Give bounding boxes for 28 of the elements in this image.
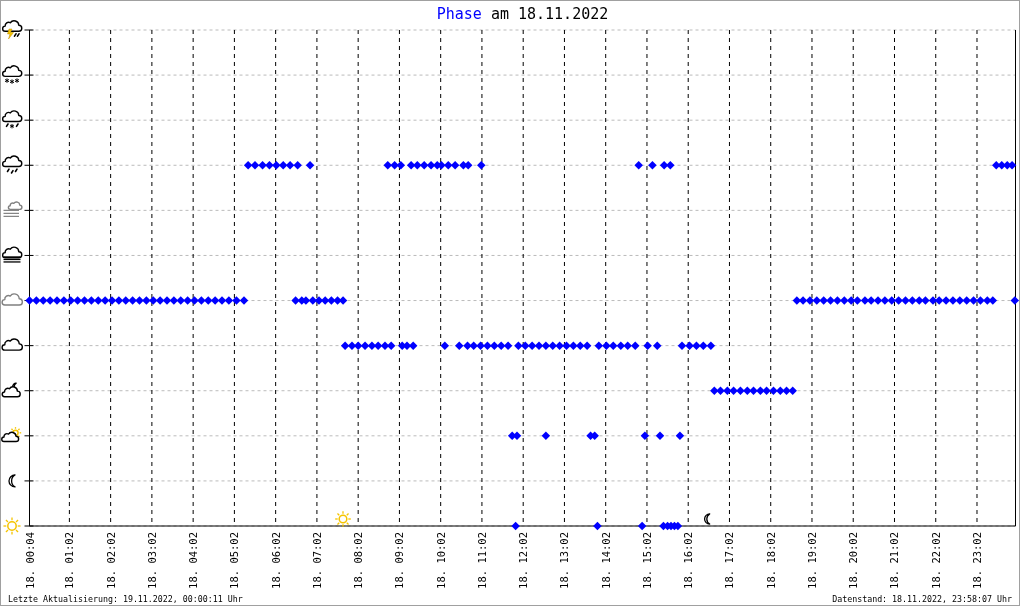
x-tick-label: 18. 04:02 <box>187 532 200 589</box>
x-tick-label: 18. 19:02 <box>805 532 818 589</box>
x-tick-label: 18. 22:02 <box>929 532 942 589</box>
x-tick-label: 18. 07:02 <box>310 532 323 589</box>
x-tick-label: 18. 02:02 <box>104 532 117 589</box>
x-tick-label: 18. 00:04 <box>23 532 36 589</box>
x-tick-label: 18. 15:02 <box>640 532 653 589</box>
x-tick-label: 18. 06:02 <box>269 532 282 589</box>
x-tick-label: 18. 08:02 <box>352 532 365 589</box>
x-tick-label: 18. 09:02 <box>393 532 406 589</box>
text: Letzte Aktualisierung: 19.11.2022, 00:00:11 Uhr <box>8 594 243 604</box>
x-tick-label: 18. 03:02 <box>145 532 158 589</box>
x-tick-label: 18. 17:02 <box>723 532 736 589</box>
x-tick-label: 18. 10:02 <box>434 532 447 589</box>
x-tick-label: 18. 01:02 <box>63 532 76 589</box>
x-tick-label: 18. 16:02 <box>682 532 695 589</box>
x-tick-label: 18. 23:02 <box>971 532 983 589</box>
text: Phase <box>436 5 482 23</box>
x-tick-label: 18. 18:02 <box>764 532 777 589</box>
x-tick-label: 18. 12:02 <box>517 532 530 589</box>
x-tick-label: 18. 05:02 <box>228 532 241 589</box>
x-tick-label: 18. 14:02 <box>599 532 612 589</box>
x-tick-label: 18. 21:02 <box>888 532 901 589</box>
x-tick-label: 18. 11:02 <box>475 532 488 589</box>
x-tick-label: 18. 13:02 <box>558 532 571 589</box>
text: Datenstand: 18.11.2022, 23:58:07 Uhr <box>832 594 1012 604</box>
x-tick-label: 18. 20:02 <box>847 532 860 589</box>
chart-title: am 18.11.2022 <box>490 5 609 23</box>
